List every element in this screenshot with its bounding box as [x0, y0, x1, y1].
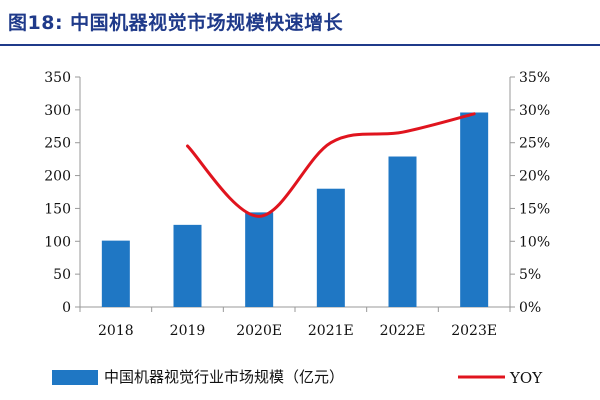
x-tick-label: 2019: [170, 323, 206, 339]
x-tick-label: 2018: [98, 323, 134, 339]
left-y-tick-label: 350: [44, 70, 71, 86]
right-y-tick-label: 35%: [519, 70, 550, 86]
title-rule: [0, 44, 600, 46]
legend-bar-swatch: [52, 370, 98, 385]
bar-series: [101, 112, 489, 307]
bar-2018: [101, 240, 130, 307]
left-y-tick-label: 150: [44, 201, 71, 217]
right-y-tick-label: 15%: [519, 201, 550, 217]
right-y-tick-label: 0%: [519, 300, 541, 316]
x-tick-label: 2021E: [308, 323, 354, 339]
right-y-tick-label: 20%: [519, 169, 550, 185]
right-y-tick-label: 5%: [519, 267, 541, 283]
x-tick-label: 2020E: [236, 323, 282, 339]
right-y-tick-label: 10%: [519, 234, 550, 250]
bar-2020E: [245, 212, 274, 307]
right-y-tick-label: 30%: [519, 103, 550, 119]
legend: 中国机器视觉行业市场规模（亿元） YOY: [52, 368, 543, 387]
bar-2021E: [316, 188, 345, 307]
legend-bar-label: 中国机器视觉行业市场规模（亿元）: [104, 368, 344, 386]
bar-2019: [173, 224, 202, 307]
x-tick-labels: 2018 2019 2020E 2021E 2022E 2023E: [98, 323, 497, 339]
left-y-tick-label: 250: [44, 136, 71, 152]
left-y-tick-label: 50: [53, 267, 71, 283]
x-tick-label: 2022E: [380, 323, 426, 339]
line-series: [186, 112, 476, 218]
left-y-tick-label: 200: [44, 169, 71, 185]
bar-2023E: [460, 112, 489, 307]
left-y-tick-label: 100: [44, 234, 71, 250]
bar-2022E: [388, 156, 417, 307]
right-y-tick-label: 25%: [519, 136, 550, 152]
right-y-tick-labels: 0% 5% 10% 15% 20% 25% 30% 35%: [519, 70, 550, 316]
yoy-line: [186, 112, 476, 218]
left-y-tick-label: 300: [44, 103, 71, 119]
legend-line-label: YOY: [509, 369, 543, 387]
left-y-tick-labels: 0 50 100 150 200 250 300 350: [44, 70, 71, 316]
axes: [75, 76, 515, 312]
left-y-tick-label: 0: [62, 300, 71, 316]
figure-title: 图18: 中国机器视觉市场规模快速增长: [8, 12, 344, 34]
x-tick-label: 2023E: [451, 323, 497, 339]
